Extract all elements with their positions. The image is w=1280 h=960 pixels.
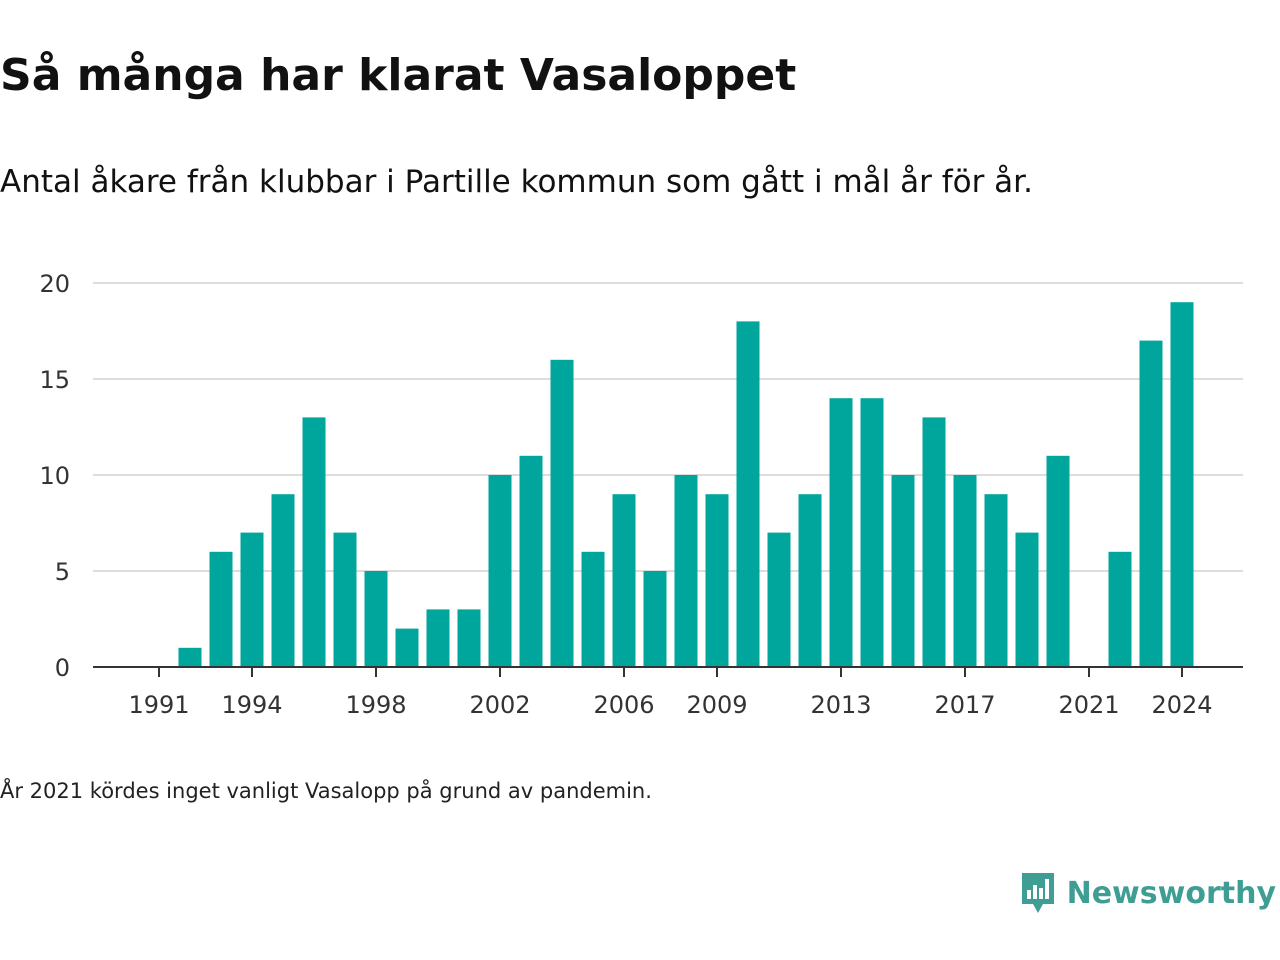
bar-2024 (1170, 302, 1194, 667)
bar-2011 (767, 532, 791, 667)
bar-1993 (209, 551, 233, 667)
bar-2014 (860, 398, 884, 667)
x-tick-label: 2021 (1058, 691, 1119, 719)
bar-2007 (643, 571, 667, 667)
bar-1992 (178, 647, 202, 667)
bar-2019 (1015, 532, 1039, 667)
bar-2015 (891, 475, 915, 667)
bar-2005 (581, 551, 605, 667)
x-tick-label: 2002 (469, 691, 530, 719)
bar-1999 (395, 628, 419, 667)
bar-2022 (1108, 551, 1132, 667)
x-tick-label: 1998 (345, 691, 406, 719)
x-tick-label: 2006 (593, 691, 654, 719)
bar-1997 (333, 532, 357, 667)
bar-2023 (1139, 340, 1163, 667)
bar-2001 (457, 609, 481, 667)
bar-2000 (426, 609, 450, 667)
brand-logo: Newsworthy (1019, 870, 1276, 916)
bar-2016 (922, 417, 946, 667)
bar-2012 (798, 494, 822, 667)
x-tick-label: 2009 (686, 691, 747, 719)
y-tick-label: 5 (55, 558, 70, 586)
bar-2010 (736, 321, 760, 667)
bar-chart: 0 5 10 15 20 1991 1994 1998 2002 2006 2009 2013 201… (39, 270, 1243, 719)
x-tick-label: 2017 (934, 691, 995, 719)
bar-1995 (271, 494, 295, 667)
bar-1996 (302, 417, 326, 667)
x-tick-label: 1994 (221, 691, 282, 719)
bar-2003 (519, 455, 543, 667)
bar-2009 (705, 494, 729, 667)
bar-1998 (364, 571, 388, 667)
chart-title: Så många har klarat Vasaloppet (0, 50, 797, 101)
y-tick-label: 0 (55, 654, 70, 682)
bar-2004 (550, 359, 574, 667)
newsworthy-logo-icon (1021, 873, 1054, 913)
footnote: År 2021 kördes inget vanligt Vasalopp på… (0, 779, 652, 803)
x-axis-labels: 1991 1994 1998 2002 2006 2009 2013 2017 2021 2024 (128, 691, 1212, 719)
x-tick-label: 1991 (128, 691, 189, 719)
y-axis-labels: 0 5 10 15 20 (39, 270, 70, 682)
y-tick-label: 15 (39, 366, 70, 394)
chart-subtitle: Antal åkare från klubbar i Partille komm… (0, 164, 1033, 200)
bar-2017 (953, 475, 977, 667)
bar-2008 (674, 475, 698, 667)
bar-2006 (612, 494, 636, 667)
bar-2002 (488, 475, 512, 667)
bar-2020 (1046, 455, 1070, 667)
brand-name: Newsworthy (1066, 875, 1276, 911)
bar-2018 (984, 494, 1008, 667)
bar-2013 (829, 398, 853, 667)
bars (178, 302, 1194, 667)
gridlines (93, 282, 1243, 572)
x-axis (93, 666, 1243, 677)
y-tick-label: 10 (39, 462, 70, 490)
x-tick-label: 2024 (1151, 691, 1212, 719)
bar-1994 (240, 532, 264, 667)
y-tick-label: 20 (39, 270, 70, 298)
x-tick-label: 2013 (810, 691, 871, 719)
